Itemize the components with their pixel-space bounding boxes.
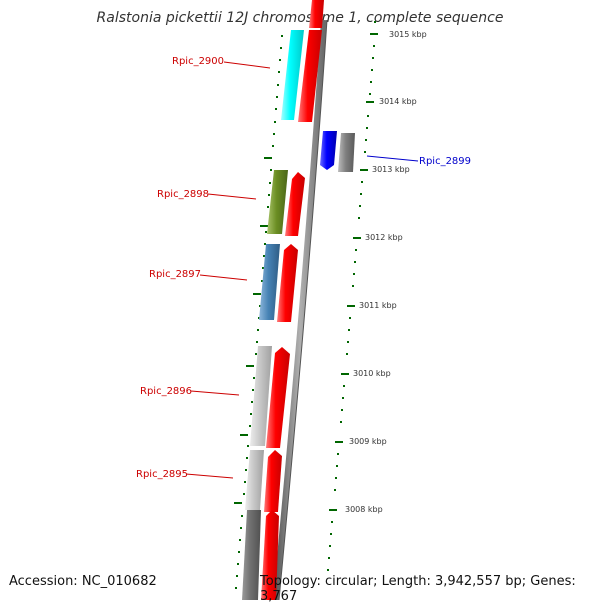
gene-bottom-red [261,510,279,600]
gene-rpic-2895-lightgray[interactable] [245,450,264,510]
gene-label-rpic-2895[interactable]: Rpic_2895 [136,469,188,480]
gene-rpic-2900-red[interactable] [298,30,322,122]
gene-rpic-2895-red[interactable] [264,450,282,512]
gene-label-rpic-2898[interactable]: Rpic_2898 [157,189,209,200]
backbone-arc [273,19,327,600]
map-title: Ralstonia pickettii 12J chromosome 1, co… [96,10,504,26]
gene-rpic-2896-red[interactable] [266,347,290,448]
kbp-label-3011: 3011 kbp [359,301,397,310]
kbp-label-3014: 3014 kbp [379,97,417,106]
kbp-label-3009: 3009 kbp [349,437,387,446]
accession-text: Accession: NC_010682 [9,574,157,589]
outer-dotted-track [327,21,378,571]
kbp-label-3015: 3015 kbp [389,30,427,39]
gene-rpic-2899-gray[interactable] [338,133,355,172]
kbp-label-3013: 3013 kbp [372,165,410,174]
gene-rpic-2898-red[interactable] [285,172,305,236]
gene-rpic-2896-lightgray[interactable] [250,346,272,446]
kbp-label-3012: 3012 kbp [365,233,403,242]
kbp-label-3010: 3010 kbp [353,369,391,378]
gene-rpic-2898-olive[interactable] [267,170,288,234]
gene-label-rpic-2896[interactable]: Rpic_2896 [140,386,192,397]
gene-rpic-2899-blue[interactable] [320,131,337,170]
gene-rpic-2900-cyan[interactable] [281,30,304,120]
gene-label-rpic-2897[interactable]: Rpic_2897 [149,269,201,280]
gene-bottom-darkgray [242,510,261,600]
gene-top-fragment [309,0,324,28]
gene-label-rpic-2900[interactable]: Rpic_2900 [172,56,224,67]
gene-rpic-2897-red[interactable] [277,244,298,322]
inner-dotted-track [234,35,283,589]
gene-label-rpic-2899[interactable]: Rpic_2899 [419,156,471,167]
gene-rpic-2897-steelblue[interactable] [259,244,280,320]
kbp-label-3008: 3008 kbp [345,505,383,514]
